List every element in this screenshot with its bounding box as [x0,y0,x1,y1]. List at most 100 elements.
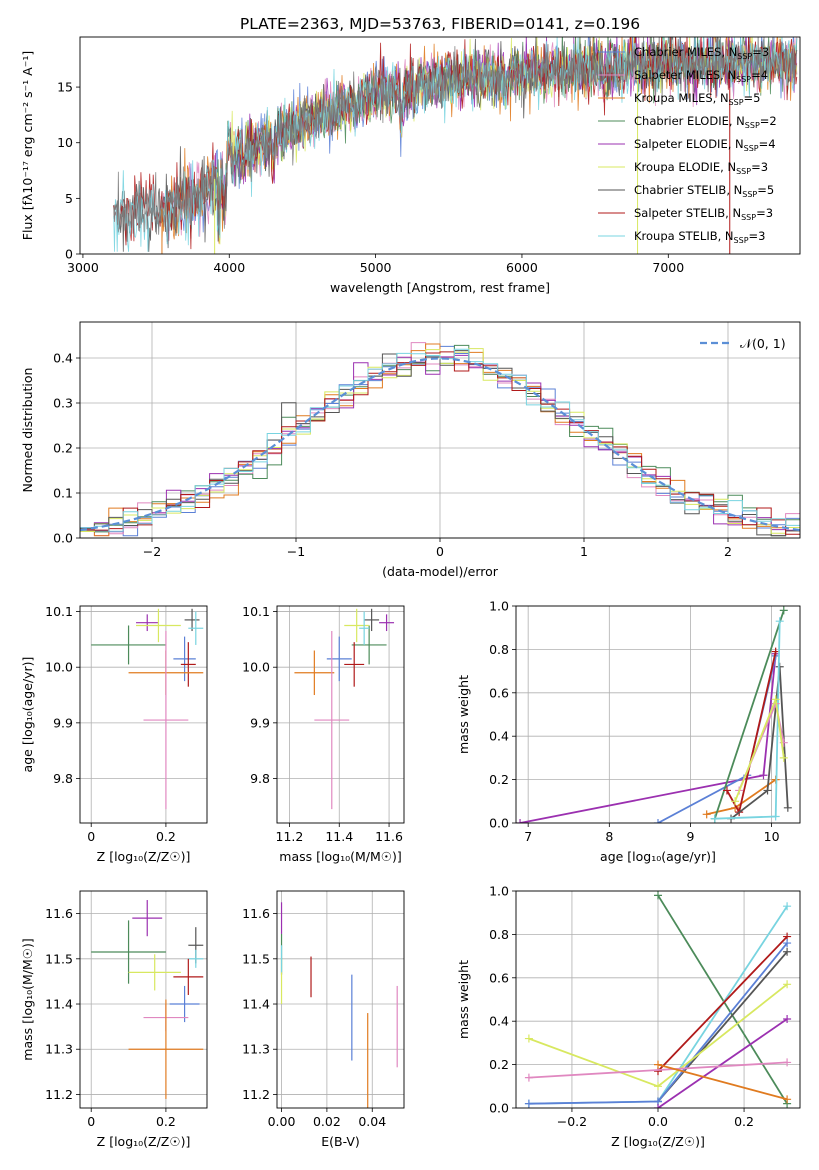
axes-frame [79,36,801,255]
x-tick-label: 11.4 [325,829,353,844]
x-tick-label: 4000 [213,260,245,275]
panel-age-vs-mass: 11.2 11.4 11.6 9.8 9.9 10.0 10.1 mass [log₁₀(M/… [242,604,405,864]
y-tick-label: 10.1 [45,604,73,619]
legend-label-kroupa-miles: Kroupa MILES, NSSP=5 [634,91,760,107]
y-tick-label: 0.0 [489,816,509,831]
histogram-salpeter-stelib [80,351,800,535]
x-tick-label: 0.04 [358,1114,386,1129]
weight-marker-salpeter-stelib [722,786,731,795]
y-tick-label: 0.0 [489,1101,509,1116]
x-axis-label: Z [log₁₀(Z/Z☉)] [611,1134,705,1149]
legend-label-chabrier-miles: Chabrier MILES, NSSP=3 [634,45,769,61]
figure-title: PLATE=2363, MJD=53763, FIBERID=0141, z=0… [240,15,640,33]
weight-line-salpeter-miles [528,1061,788,1079]
x-tick-label: 1 [580,544,588,559]
weight-marker-salpeter-elodie [516,819,525,823]
plot-area [80,342,800,537]
plot-area [294,608,395,810]
y-tick-label: 10.0 [242,660,270,675]
y-tick-label: 11.5 [242,951,270,966]
y-tick-label: 0.2 [53,441,73,456]
y-axis-label: age [log₁₀(age/yr)] [20,657,35,773]
weight-marker-kroupa-stelib [783,902,792,911]
weight-line-chabrier-elodie [713,610,785,819]
legend-label-salpeter-stelib: Salpeter STELIB, NSSP=3 [634,206,773,222]
plot-area [91,900,204,1099]
weight-marker-salpeter-elodie [783,1015,792,1024]
y-tick-label: 0.0 [53,531,73,546]
weight-marker-salpeter-elodie [654,1104,662,1108]
weight-marker-chabrier-stelib [783,947,792,956]
y-axis-label: mass weight [456,960,471,1039]
y-tick-label: 11.2 [242,1087,270,1102]
weight-line-chabrier-stelib [657,951,788,1103]
x-tick-label: 0 [436,544,444,559]
x-axis-label: (data-model)/error [382,564,499,579]
y-tick-label: 9.9 [250,715,270,730]
axes-frame [79,890,208,1109]
weight-line-salpeter-stelib [657,935,788,1072]
weight-marker-chabrier-miles [524,1099,533,1108]
axes-frame [276,890,405,1109]
x-axis-label: mass [log₁₀(M/M☉)] [279,849,401,864]
weight-marker-chabrier-elodie [779,606,788,615]
legend-label-chabrier-elodie: Chabrier ELODIE, NSSP=2 [634,114,777,130]
x-tick-label: 0 [87,1114,95,1129]
axes-frame [79,605,208,824]
weight-marker-kroupa-stelib [771,812,780,821]
x-tick-label: −1 [287,544,305,559]
x-tick-label: 0.2 [734,1114,754,1129]
y-tick-label: 11.6 [45,906,73,921]
y-tick-label: 0.4 [489,729,509,744]
legend-label-kroupa-stelib: Kroupa STELIB, NSSP=3 [634,229,765,245]
weight-marker-kroupa-miles [654,1060,662,1069]
y-tick-label: 10.0 [45,660,73,675]
panel-age-vs-Z: 0 0.2 9.8 9.9 10.0 10.1 Z [log₁₀(Z/Z☉)] age [lo… [20,604,208,864]
y-axis-label: Normed distribution [20,368,35,493]
plot-area [113,37,798,254]
legend-label-kroupa-elodie: Kroupa ELODIE, NSSP=3 [634,160,768,176]
weight-marker-kroupa-miles [783,1095,792,1104]
weight-marker-chabrier-elodie [654,891,662,900]
weight-line-chabrier-stelib [730,666,789,820]
y-tick-label: 0.3 [53,396,73,411]
y-tick-label: 9.8 [53,771,73,786]
panel-weight-vs-age: 7 8 9 10 0.0 0.2 0.4 0.6 0.8 1.0 age [log₁₀(age/yr… [456,599,801,864]
weight-marker-kroupa-elodie [524,1034,533,1043]
y-axis-label: mass [log₁₀(M/M☉)] [20,938,35,1060]
x-tick-label: 11.6 [375,829,403,844]
weight-marker-kroupa-elodie [654,1082,662,1091]
y-tick-label: 0.8 [489,927,509,942]
x-tick-label: 11.2 [276,829,304,844]
y-tick-label: 0.4 [53,351,73,366]
panel-residuals: −2 −1 0 1 2 0.0 0.1 0.2 0.3 0.4 (data-model)/error… [20,321,801,579]
x-tick-label: −0.2 [557,1114,587,1129]
y-tick-label: 0.6 [489,685,509,700]
x-tick-label: 3000 [67,260,99,275]
x-axis-label: wavelength [Angstrom, rest frame] [330,280,550,295]
x-tick-label: 8 [605,829,613,844]
x-tick-label: 0.0 [648,1114,668,1129]
y-axis-label: Flux [fλ10⁻¹⁷ erg cm⁻² s⁻¹ A⁻¹] [20,51,35,240]
weight-marker-salpeter-miles [524,1073,533,1082]
axes-frame [79,321,801,539]
x-axis-label: Z [log₁₀(Z/Z☉)] [97,849,191,864]
weight-line-chabrier-elodie [657,894,788,1105]
y-tick-label: 0.2 [489,772,509,787]
legend: Chabrier MILES, NSSP=3 Salpeter MILES, NS… [598,45,777,245]
x-tick-label: 6000 [506,260,538,275]
legend-label-gaussian: 𝒩(0, 1) [740,336,786,351]
axes-frame [276,605,405,824]
y-tick-label: 11.2 [45,1087,73,1102]
y-tick-label: 0.8 [489,642,509,657]
x-tick-label: 5000 [360,260,392,275]
y-tick-label: 11.6 [242,906,270,921]
weight-marker-chabrier-miles [783,939,792,948]
x-tick-label: 0.2 [156,1114,176,1129]
gaussian-curve [80,357,800,532]
weight-marker-kroupa-elodie [771,695,780,704]
y-axis-label: mass weight [456,675,471,754]
weight-marker-kroupa-elodie [731,797,740,806]
y-tick-label: 0.6 [489,970,509,985]
x-tick-label: 0.00 [268,1114,296,1129]
